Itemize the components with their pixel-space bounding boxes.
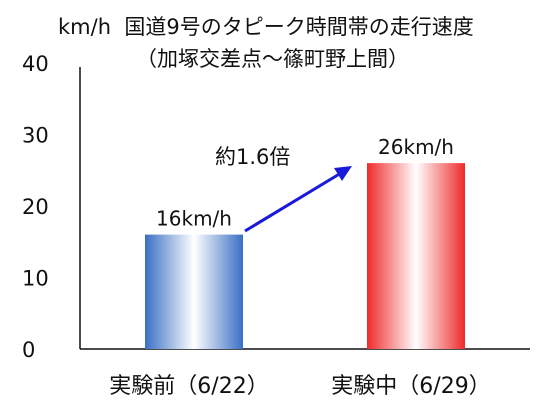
y-tick-label: 20 bbox=[22, 195, 49, 219]
y-tick-label: 0 bbox=[22, 338, 35, 362]
y-tick-label: 10 bbox=[22, 267, 49, 291]
annotation-label: 約1.6倍 bbox=[215, 145, 290, 169]
x-tick-label: 実験中（6/29） bbox=[331, 374, 490, 399]
chart-title: 国道9号のタピーク時間帯の走行速度 bbox=[124, 15, 474, 39]
chart-title-line: km/h 国道9号のタピーク時間帯の走行速度 bbox=[58, 14, 557, 40]
data-label: 26km/h bbox=[378, 135, 454, 159]
y-tick-label: 40 bbox=[22, 52, 49, 76]
chart-subtitle: （加塚交差点～篠町野上間） bbox=[136, 47, 409, 71]
arrow-head bbox=[334, 166, 352, 181]
bar bbox=[145, 234, 243, 349]
x-tick-label: 実験前（6/22） bbox=[109, 374, 268, 399]
y-tick-label: 30 bbox=[22, 124, 49, 148]
arrow-line bbox=[244, 168, 347, 233]
data-label: 16km/h bbox=[156, 207, 232, 231]
unit-label: km/h bbox=[58, 15, 112, 39]
bar bbox=[367, 163, 465, 349]
